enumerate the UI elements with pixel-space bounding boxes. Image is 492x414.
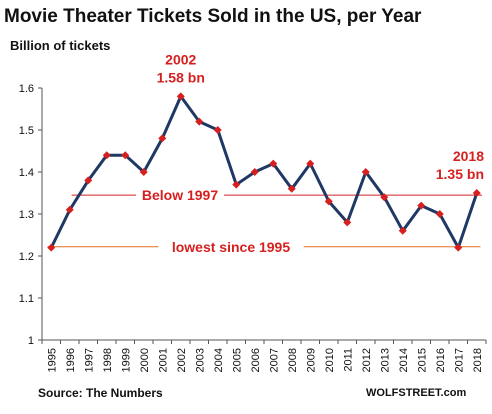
x-tick-label: 2001 — [157, 348, 169, 372]
y-tick-label: 1.3 — [19, 209, 34, 221]
data-point-marker — [176, 92, 185, 101]
data-point-marker — [454, 243, 463, 252]
data-point-marker — [47, 243, 56, 252]
data-point-marker — [102, 151, 111, 160]
chart-title: Movie Theater Tickets Sold in the US, pe… — [4, 6, 422, 27]
x-tick-label: 2002 — [176, 348, 188, 372]
x-tick-label: 2009 — [305, 348, 317, 372]
y-tick-label: 1.4 — [19, 167, 34, 179]
data-point-marker — [269, 159, 278, 168]
x-tick-label: 2017 — [453, 348, 465, 372]
annotation-value: 1.58 bn — [157, 69, 205, 85]
x-tick-label: 1998 — [102, 348, 114, 372]
reference-label-bg — [158, 237, 304, 256]
data-point-marker — [139, 168, 148, 176]
x-tick-label: 2014 — [398, 348, 410, 372]
reference-line-label: Below 1997 — [142, 187, 218, 203]
x-tick-label: 2013 — [379, 348, 391, 372]
data-point-marker — [195, 117, 204, 126]
x-tick-label: 2008 — [287, 348, 299, 372]
data-point-marker — [324, 197, 333, 206]
annotation-year: 2018 — [453, 148, 484, 164]
data-point-marker — [398, 226, 407, 235]
annotation-year: 2002 — [165, 51, 196, 67]
data-point-marker — [65, 205, 74, 214]
data-point-marker — [435, 210, 444, 218]
x-tick-label: 2011 — [342, 348, 354, 372]
x-tick-label: 2016 — [435, 348, 447, 372]
reference-label-bg — [136, 186, 224, 205]
reference-line-label: lowest since 1995 — [172, 239, 291, 255]
data-point-marker — [250, 168, 259, 176]
data-point-marker — [121, 151, 130, 160]
x-tick-label: 2012 — [361, 348, 373, 372]
y-tick-label: 1.1 — [19, 293, 34, 305]
x-tick-label: 1997 — [83, 348, 95, 372]
x-tick-label: 2007 — [268, 348, 280, 372]
data-point-marker — [84, 176, 93, 185]
data-point-marker — [232, 180, 241, 189]
x-tick-label: 2010 — [324, 348, 336, 372]
x-tick-label: 2006 — [250, 348, 262, 372]
data-point-marker — [306, 159, 315, 168]
annotation-value: 1.35 bn — [436, 166, 484, 182]
data-point-marker — [380, 193, 389, 202]
data-point-marker — [361, 168, 370, 176]
data-point-marker — [417, 201, 426, 210]
source-note: Source: The Numbers — [38, 386, 163, 400]
x-tick-label: 1999 — [120, 348, 132, 372]
x-tick-label: 1995 — [46, 348, 58, 372]
x-tick-label: 1996 — [65, 348, 77, 372]
x-tick-label: 2018 — [472, 348, 484, 372]
x-tick-label: 2003 — [194, 348, 206, 372]
x-tick-label: 2015 — [416, 348, 428, 372]
data-point-marker — [343, 218, 352, 227]
data-point-marker — [158, 134, 167, 143]
x-tick-label: 2000 — [139, 348, 151, 372]
data-point-marker — [213, 126, 222, 134]
data-point-marker — [472, 189, 481, 197]
series-line — [49, 94, 479, 250]
x-tick-label: 2004 — [213, 348, 225, 372]
y-tick-label: 1.5 — [19, 125, 34, 137]
y-tick-label: 1.2 — [19, 251, 34, 263]
y-tick-label: 1.6 — [19, 83, 34, 95]
brand-credit: WOLFSTREET.com — [366, 387, 467, 399]
x-tick-label: 2005 — [231, 348, 243, 372]
y-tick-label: 1 — [28, 335, 34, 347]
y-axis-label: Billion of tickets — [10, 38, 111, 53]
data-point-marker — [287, 184, 296, 193]
